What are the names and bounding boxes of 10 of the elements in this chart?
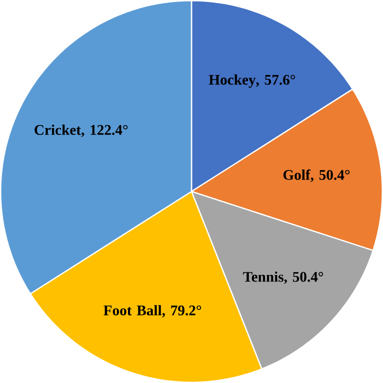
data-label: , 122.4°	[81, 125, 128, 138]
slice-label: Golf	[283, 169, 310, 180]
data-label: , 79.2°	[162, 306, 202, 318]
data-label: , 50.4°	[284, 272, 324, 284]
slice-label: Tennis	[243, 272, 284, 282]
data-label: , 57.6°	[256, 74, 296, 87]
slice-label: Cricket	[34, 124, 81, 135]
data-label: , 50.4°	[310, 170, 350, 182]
slice-label: Foot Ball	[104, 305, 162, 316]
slice-label: Hockey	[208, 74, 256, 88]
